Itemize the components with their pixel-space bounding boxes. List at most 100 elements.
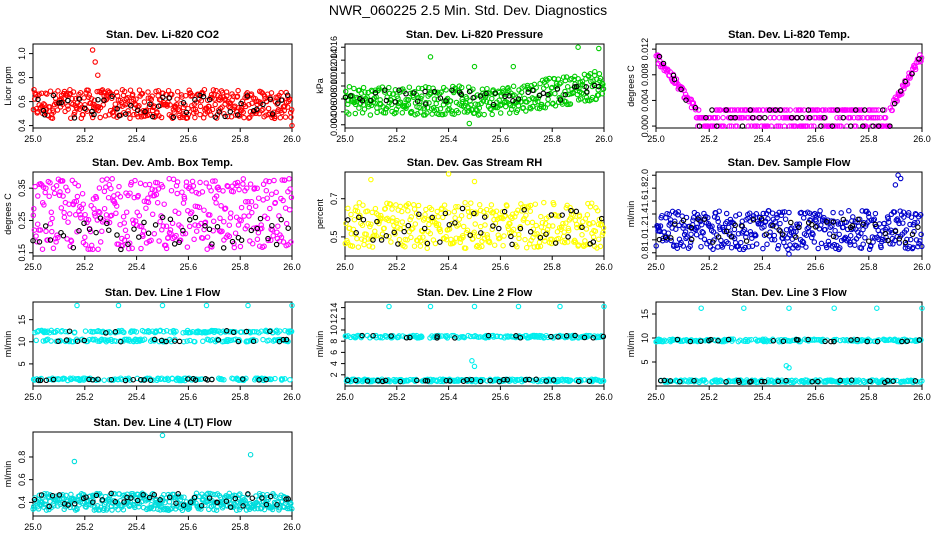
data-point	[489, 111, 495, 118]
data-point	[600, 225, 607, 231]
data-point	[725, 240, 731, 247]
outlier-point	[74, 302, 80, 309]
data-point	[716, 224, 723, 230]
data-point	[241, 213, 247, 219]
data-point	[808, 123, 814, 129]
selected-data-point	[747, 107, 754, 113]
x-tick-label: 25.8	[543, 262, 561, 272]
x-tick-label: 25.2	[700, 134, 718, 144]
data-point	[390, 215, 396, 221]
data-point	[399, 110, 406, 116]
y-tick-label: 1.0	[17, 47, 27, 60]
data-point	[719, 244, 726, 250]
data-point	[108, 185, 114, 192]
data-point	[136, 212, 143, 219]
data-point	[752, 123, 758, 129]
data-point	[73, 198, 80, 205]
data-point	[192, 114, 198, 121]
y-tick-label: 0.010	[329, 75, 339, 98]
data-point	[830, 209, 836, 216]
data-point	[368, 221, 374, 227]
figure-title: NWR_060225 2.5 Min. Std. Dev. Diagnostic…	[328, 2, 608, 18]
y-tick-label: 15	[17, 315, 27, 325]
outlier-point	[471, 178, 478, 185]
data-point	[356, 105, 362, 111]
data-point	[274, 101, 280, 107]
data-point	[197, 111, 203, 118]
data-point	[352, 110, 359, 117]
data-point	[382, 205, 389, 212]
data-point	[79, 190, 86, 197]
y-tick-label: 0.15	[17, 244, 27, 262]
plot-frame	[32, 171, 293, 257]
data-point	[800, 239, 807, 246]
data-point	[679, 213, 685, 219]
data-point	[65, 103, 71, 109]
selected-data-point	[692, 105, 699, 111]
data-point	[133, 96, 139, 102]
data-point	[66, 91, 72, 98]
data-point	[760, 107, 766, 113]
selected-data-point	[101, 97, 107, 103]
data-point	[600, 86, 607, 92]
data-point	[69, 95, 75, 102]
data-point	[241, 114, 247, 121]
selected-data-point	[187, 217, 193, 223]
data-point	[271, 177, 277, 184]
data-point	[393, 109, 399, 116]
data-point	[203, 180, 209, 186]
data-point	[460, 234, 466, 241]
data-point	[749, 243, 756, 249]
data-point	[531, 231, 538, 237]
plot-title: Stan. Dev. Gas Stream RH	[407, 157, 543, 169]
outlier-point	[92, 59, 98, 65]
data-point	[471, 229, 477, 236]
data-point	[84, 219, 90, 226]
data-point	[284, 104, 291, 110]
selected-data-point	[170, 114, 177, 121]
data-point	[356, 200, 363, 206]
data-point	[210, 87, 217, 93]
data-point	[242, 199, 249, 205]
data-point	[597, 243, 604, 250]
data-point	[796, 221, 803, 227]
selected-data-point	[660, 60, 667, 67]
selected-data-point	[483, 90, 489, 97]
selected-data-point	[521, 207, 527, 213]
data-point	[497, 110, 504, 116]
data-point	[561, 239, 568, 246]
selected-data-point	[206, 96, 213, 103]
selected-data-point	[442, 210, 449, 217]
data-point	[256, 110, 262, 117]
data-point	[416, 214, 422, 220]
x-tick-label: 25.6	[492, 262, 510, 272]
data-point	[277, 114, 284, 121]
selected-data-point	[749, 114, 756, 121]
data-point	[594, 207, 601, 214]
outlier-point	[368, 176, 374, 183]
data-point	[58, 205, 65, 211]
data-point	[74, 193, 81, 200]
data-point	[363, 231, 369, 237]
data-point	[135, 192, 141, 199]
selected-data-point	[449, 87, 455, 93]
data-point	[507, 221, 513, 227]
data-point	[115, 191, 121, 197]
selected-data-point	[678, 86, 684, 93]
data-point	[149, 186, 155, 192]
selected-data-point	[807, 114, 813, 121]
data-point	[358, 236, 365, 242]
data-point	[55, 88, 61, 94]
data-point	[710, 229, 717, 235]
data-point	[143, 107, 150, 113]
selected-data-point	[368, 97, 374, 104]
data-point	[846, 208, 852, 214]
data-point	[69, 177, 76, 184]
x-tick-label: 26.0	[595, 392, 613, 402]
selected-data-point	[756, 114, 762, 121]
y-tick-label: 0.006	[329, 101, 339, 124]
data-point	[420, 234, 426, 240]
selected-data-point	[471, 210, 477, 217]
outlier-point	[892, 182, 899, 188]
data-point	[249, 209, 255, 216]
